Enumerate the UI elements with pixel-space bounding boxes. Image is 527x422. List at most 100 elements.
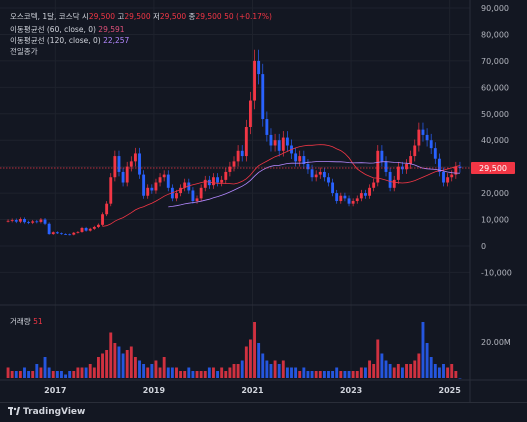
volume-bar bbox=[269, 364, 273, 378]
volume-bar bbox=[212, 367, 215, 378]
candle-body bbox=[355, 198, 359, 202]
prev-close-label: 전일종가 bbox=[10, 47, 38, 56]
volume-bar bbox=[327, 371, 330, 378]
candle-body bbox=[109, 177, 113, 204]
volume-bar bbox=[392, 367, 396, 378]
volume-bar bbox=[314, 371, 318, 378]
volume-bar bbox=[84, 367, 88, 378]
candle-body bbox=[335, 193, 339, 202]
volume-bar bbox=[359, 367, 363, 378]
candle-body bbox=[216, 177, 220, 183]
volume-bar bbox=[384, 360, 388, 378]
volume-bar bbox=[347, 371, 351, 378]
candle-body bbox=[446, 177, 450, 183]
volume-bar bbox=[138, 360, 141, 378]
volume-bar bbox=[27, 371, 31, 378]
candle-body bbox=[388, 171, 392, 188]
tradingview-logo[interactable]: TradingView bbox=[8, 407, 85, 417]
volume-bar bbox=[310, 371, 314, 378]
grid-lines bbox=[0, 7, 470, 273]
volume-bar bbox=[318, 371, 322, 378]
volume-legend[interactable]: 거래량 51 bbox=[10, 316, 43, 327]
volume-value: 51 bbox=[33, 317, 43, 326]
ma60-label: 이동평균선 (60, close, 0) bbox=[10, 25, 96, 34]
volume-bar bbox=[224, 371, 228, 378]
candle-body bbox=[18, 219, 22, 222]
volume-bar bbox=[88, 364, 92, 378]
candle-body bbox=[203, 179, 207, 188]
candle-body bbox=[450, 174, 454, 178]
candle-body bbox=[425, 134, 429, 141]
candle-body bbox=[409, 156, 413, 165]
candle-body bbox=[265, 119, 269, 135]
tradingview-brand: TradingView bbox=[23, 407, 86, 417]
candle-body bbox=[433, 148, 437, 159]
volume-bar bbox=[183, 371, 187, 378]
candle-body bbox=[125, 166, 129, 183]
volume-bar bbox=[80, 367, 84, 378]
candle-body bbox=[442, 171, 445, 183]
volume-bar bbox=[199, 371, 203, 378]
price-chart[interactable]: 90,00080,00070,00060,00050,00040,00030,0… bbox=[0, 0, 527, 402]
candle-body bbox=[162, 174, 166, 178]
candle-body bbox=[154, 182, 158, 191]
volume-bar bbox=[72, 371, 76, 378]
legend-ma60[interactable]: 이동평균선 (60, close, 0) 29,591 bbox=[10, 24, 125, 35]
candle-body bbox=[142, 174, 146, 196]
ma60-value: 29,591 bbox=[98, 25, 125, 34]
candle-body bbox=[199, 187, 203, 199]
volume-bar bbox=[368, 360, 372, 378]
candle-body bbox=[138, 153, 141, 175]
volume-bar bbox=[170, 367, 174, 378]
volume-bar bbox=[101, 353, 104, 378]
legend-prev-close[interactable]: 전일종가 bbox=[10, 46, 38, 57]
volume-bar bbox=[125, 350, 129, 378]
volume-bar bbox=[331, 371, 335, 378]
candle-body bbox=[327, 177, 330, 183]
candle-body bbox=[396, 166, 400, 180]
candle-body bbox=[294, 153, 298, 162]
price-tick-label: 10,000 bbox=[481, 216, 509, 225]
candle-body bbox=[60, 233, 63, 235]
candle-body bbox=[39, 219, 43, 222]
candle-body bbox=[240, 150, 244, 157]
volume-bars bbox=[6, 322, 462, 379]
candle-body bbox=[421, 129, 425, 135]
candle-body bbox=[454, 166, 458, 175]
candle-body bbox=[183, 182, 187, 188]
volume-bar bbox=[76, 367, 80, 378]
close-label: 종 bbox=[188, 12, 196, 21]
volume-bar bbox=[179, 371, 183, 378]
volume-bar bbox=[429, 357, 433, 378]
ma120-value: 22,257 bbox=[103, 36, 130, 45]
candle-body bbox=[310, 169, 314, 178]
volume-bar bbox=[207, 367, 211, 378]
legend-ohlc: 오스코텍, 1달, 코스닥 시29,500 고29,500 저29,500 종2… bbox=[10, 11, 272, 22]
volume-bar bbox=[154, 360, 158, 378]
candle-body bbox=[121, 171, 125, 183]
price-tick-label: 40,000 bbox=[481, 136, 509, 145]
volume-bar bbox=[413, 360, 417, 378]
volume-bar bbox=[405, 364, 408, 378]
volume-bar bbox=[113, 343, 117, 378]
volume-bar bbox=[92, 367, 96, 378]
open-value: 29,500 bbox=[88, 12, 116, 21]
candle-body bbox=[175, 193, 178, 199]
candle-body bbox=[372, 182, 376, 188]
candle-body bbox=[146, 187, 150, 196]
volume-bar bbox=[191, 371, 195, 378]
candle-body bbox=[318, 171, 322, 175]
volume-bar bbox=[43, 357, 47, 378]
price-tick-label: 60,000 bbox=[481, 83, 509, 92]
volume-bar bbox=[60, 371, 63, 378]
candle-body bbox=[413, 145, 417, 157]
candle-body bbox=[261, 74, 265, 120]
candle-body bbox=[359, 193, 363, 199]
volume-bar bbox=[166, 367, 170, 378]
legend-ma120[interactable]: 이동평균선 (120, close, 0) 22,257 bbox=[10, 35, 129, 46]
volume-bar bbox=[232, 364, 236, 378]
volume-bar bbox=[6, 367, 10, 378]
candle-body bbox=[269, 134, 273, 146]
candle-body bbox=[76, 231, 80, 233]
volume-bar bbox=[158, 367, 162, 378]
